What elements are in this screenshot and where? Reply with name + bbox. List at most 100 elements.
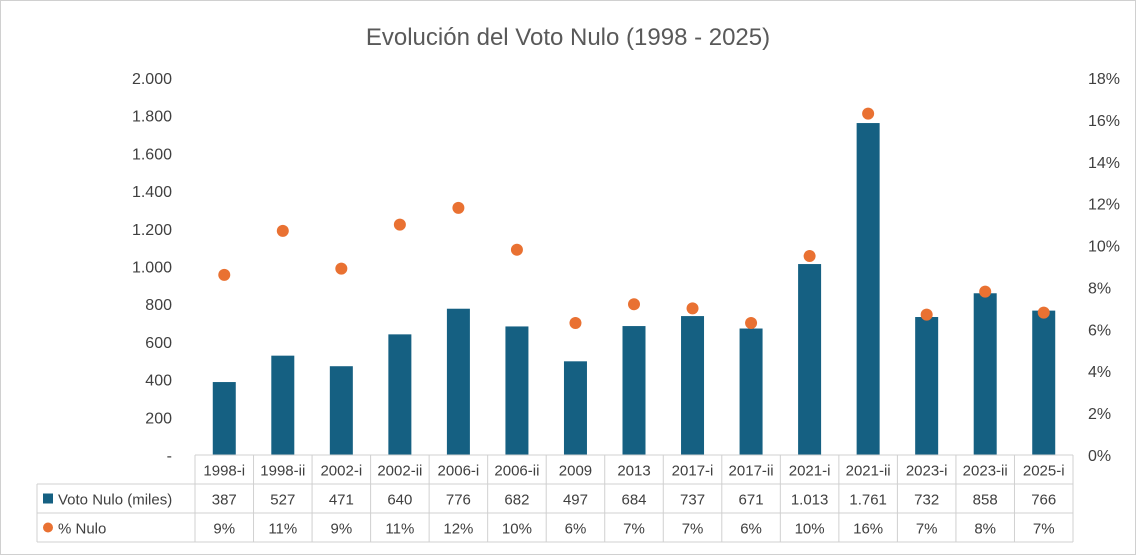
bar	[1032, 310, 1056, 455]
category-label: 2009	[559, 463, 592, 480]
table-value: 858	[973, 492, 998, 509]
left-tick-label: 800	[145, 297, 172, 314]
table-value: 6%	[565, 521, 587, 538]
table-value: 671	[739, 492, 764, 509]
table-value: 732	[914, 492, 939, 509]
right-tick-label: 10%	[1088, 239, 1120, 256]
table-value: 737	[680, 492, 705, 509]
dot	[628, 298, 640, 311]
category-label: 2017-ii	[729, 463, 774, 480]
category-label: 2023-i	[906, 463, 948, 480]
dot	[276, 224, 289, 237]
bar	[622, 326, 646, 455]
table-value: 9%	[330, 521, 352, 538]
dot	[920, 308, 933, 321]
category-label: 2006-i	[438, 463, 480, 480]
table-value: 497	[563, 492, 588, 509]
table-value: 387	[212, 492, 237, 509]
data-table: 1998-i 1998-ii 2002-i 2002-ii 2006-i 2006-ii 2…	[36, 454, 1074, 543]
dot	[335, 262, 348, 275]
table-value: 776	[446, 492, 471, 509]
dot	[979, 285, 992, 298]
left-tick-label: 1.000	[132, 260, 172, 277]
table-value: 16%	[853, 521, 883, 538]
table-value: 640	[387, 492, 412, 509]
right-tick-label: 16%	[1088, 113, 1120, 130]
category-label: 2002-ii	[377, 463, 422, 480]
bar	[973, 293, 997, 455]
bar	[915, 317, 939, 455]
left-tick-label: 1.600	[132, 146, 172, 163]
left-tick-label: 1.200	[132, 222, 172, 239]
dot	[452, 201, 465, 214]
left-tick-label: 400	[145, 373, 172, 390]
left-tick-label: 200	[145, 410, 172, 427]
table-value: 11%	[385, 521, 414, 538]
right-tick-label: 4%	[1088, 364, 1111, 381]
right-tick-label: 2%	[1088, 406, 1111, 423]
bar	[329, 366, 353, 455]
table-value: 12%	[443, 521, 473, 538]
left-tick-label: 600	[145, 335, 172, 352]
table-value: 10%	[795, 521, 825, 538]
table-value: 11%	[268, 521, 297, 538]
bar	[563, 361, 587, 455]
series-name: % Nulo	[58, 521, 106, 538]
table-value: 1.761	[849, 492, 887, 509]
dot	[686, 302, 699, 315]
table-value: 471	[329, 492, 354, 509]
left-tick-label: 1.400	[132, 184, 172, 201]
dot	[745, 317, 758, 330]
table-value: 7%	[623, 521, 645, 538]
table-value: 8%	[974, 521, 996, 538]
bar	[798, 264, 822, 455]
dot	[862, 107, 875, 120]
table-value: 684	[621, 492, 646, 509]
bar	[505, 326, 529, 455]
right-tick-label: 8%	[1088, 280, 1111, 297]
series-name: Voto Nulo (miles)	[58, 492, 172, 509]
table-value: 7%	[1033, 521, 1055, 538]
legend-swatch-dot	[43, 522, 53, 533]
dot	[218, 268, 231, 281]
table-value: 10%	[502, 521, 532, 538]
table-value: 9%	[213, 521, 235, 538]
dot	[510, 243, 523, 256]
table-value: 682	[504, 492, 529, 509]
table-value: 6%	[740, 521, 762, 538]
chart-title: Evolución del Voto Nulo (1998 - 2025)	[366, 24, 770, 51]
category-label: 1998-ii	[260, 463, 305, 480]
bar	[856, 123, 880, 455]
left-tick-label: 1.800	[132, 109, 172, 126]
category-label: 2023-ii	[963, 463, 1008, 480]
category-label: 2002-i	[320, 463, 362, 480]
dot-series	[218, 107, 1050, 330]
left-tick-label: -	[167, 448, 172, 465]
bar-series	[212, 123, 1056, 455]
category-label: 2006-ii	[494, 463, 539, 480]
bar	[681, 316, 705, 455]
right-axis: 0% 2% 4% 6% 8% 10% 12% 14% 16% 18%	[1088, 71, 1120, 465]
table-value: 7%	[682, 521, 704, 538]
left-axis: - 200 400 600 800 1.000 1.200 1.400 1.600 1.800 2.…	[132, 71, 172, 465]
category-label: 2021-i	[789, 463, 831, 480]
legend-swatch-bar	[43, 493, 53, 504]
bar	[446, 308, 470, 455]
dot	[569, 317, 582, 330]
dot	[393, 218, 406, 231]
table-value: 766	[1031, 492, 1056, 509]
left-tick-label: 2.000	[132, 71, 172, 88]
right-tick-label: 6%	[1088, 322, 1111, 339]
table-value: 1.013	[791, 492, 829, 509]
category-label: 2021-ii	[846, 463, 891, 480]
bar	[388, 334, 412, 455]
right-tick-label: 12%	[1088, 197, 1120, 214]
right-tick-label: 18%	[1088, 71, 1120, 88]
category-label: 2017-i	[672, 463, 714, 480]
table-value: 527	[270, 492, 295, 509]
bar	[271, 355, 295, 455]
dot	[803, 250, 816, 263]
category-label: 1998-i	[203, 463, 245, 480]
right-tick-label: 14%	[1088, 155, 1120, 172]
